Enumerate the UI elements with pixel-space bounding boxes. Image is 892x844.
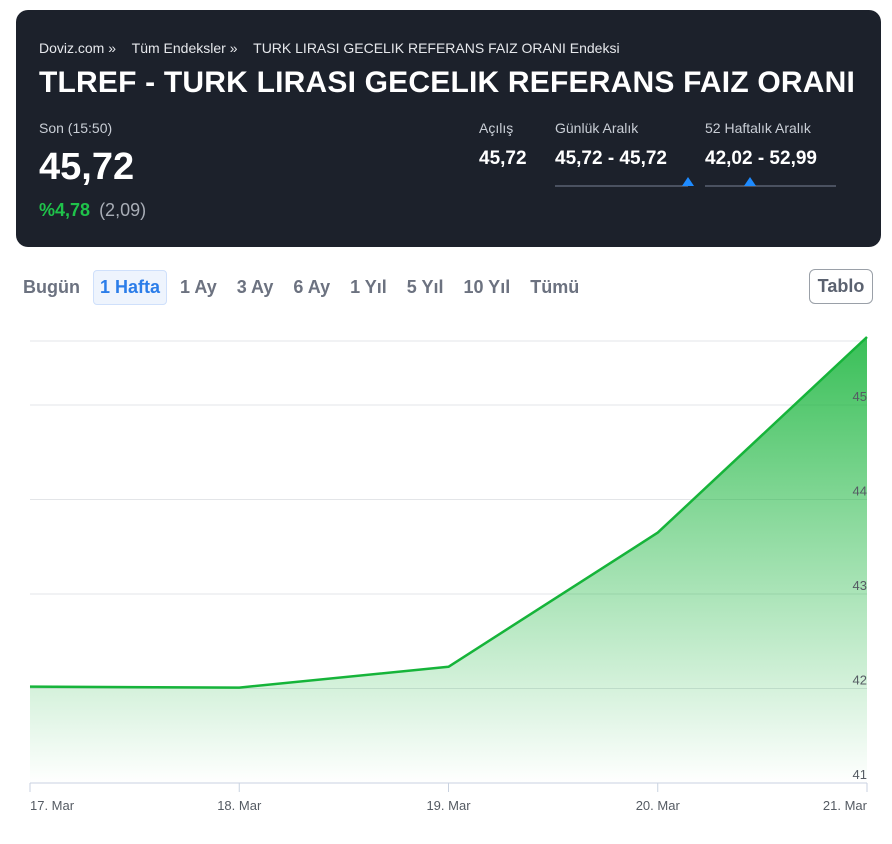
y-tick-label: 44 [853, 484, 867, 499]
change-info: %4,78 (2,09) [39, 200, 146, 221]
daily-range-marker-icon [682, 177, 694, 186]
table-view-button[interactable]: Tablo [809, 269, 873, 304]
tab-6-months[interactable]: 6 Ay [293, 276, 331, 297]
week52-range-stat: 52 Haftalık Aralık 42,02 - 52,99 [705, 120, 817, 170]
tab-3-months[interactable]: 3 Ay [236, 276, 274, 297]
area-fill [30, 337, 867, 783]
chart-axis: 41 42 43 44 45 17. Mar 18. Mar 19. Mar 20. Mar 21… [29, 389, 868, 813]
tab-5-years[interactable]: 5 Yıl [406, 276, 444, 297]
y-tick-label: 41 [853, 767, 867, 782]
tab-today[interactable]: Bugün [23, 276, 80, 297]
chart-area [29, 336, 868, 783]
x-tick-label: 17. Mar [30, 798, 75, 813]
week52-range-value: 42,02 - 52,99 [705, 148, 817, 169]
daily-range-label: Günlük Aralık [555, 120, 639, 136]
daily-range-stat: Günlük Aralık 45,72 - 45,72 [555, 120, 667, 170]
open-stat: Açılış 45,72 [479, 120, 527, 170]
y-tick-label: 45 [853, 389, 867, 404]
tab-all[interactable]: Tümü [530, 276, 580, 297]
breadcrumb-current: TURK LIRASI GECELIK REFERANS FAIZ ORANI … [253, 40, 620, 56]
tab-1-month[interactable]: 1 Ay [180, 276, 217, 297]
y-tick-label: 43 [853, 578, 867, 593]
tab-1-week[interactable]: 1 Hafta [92, 269, 168, 305]
week52-range-label: 52 Haftalık Aralık [705, 120, 811, 136]
tab-10-years[interactable]: 10 Yıl [463, 276, 511, 297]
x-tick-label: 18. Mar [217, 798, 262, 813]
last-price-value: 45,72 [39, 146, 135, 188]
x-tick-label: 20. Mar [636, 798, 681, 813]
tab-1-year[interactable]: 1 Yıl [350, 276, 387, 297]
page-title: TLREF - TURK LIRASI GECELIK REFERANS FAI… [39, 66, 856, 99]
price-chart-svg: 41 42 43 44 45 17. Mar 18. Mar 19. Mar 20. Mar 21… [29, 336, 868, 813]
open-label: Açılış [479, 120, 514, 136]
breadcrumb-home[interactable]: Doviz.com » [39, 40, 117, 56]
period-tabs: Bugün 1 Hafta 1 Ay 3 Ay 6 Ay 1 Yıl 5 Yıl… [16, 269, 592, 305]
quote-header: Doviz.com » Tüm Endeksler » TURK LIRASI … [16, 10, 881, 247]
week52-range-marker-icon [743, 177, 756, 186]
change-percent: %4,78 [39, 200, 91, 220]
daily-range-bar [555, 177, 694, 187]
price-chart: 41 42 43 44 45 17. Mar 18. Mar 19. Mar 20. Mar 21… [0, 320, 892, 844]
change-absolute: (2,09) [99, 200, 147, 220]
x-tick-label: 21. Mar [823, 798, 868, 813]
open-value: 45,72 [479, 148, 527, 169]
last-price-label: Son (15:50) [39, 120, 113, 136]
daily-range-value: 45,72 - 45,72 [555, 148, 667, 169]
breadcrumb-indices[interactable]: Tüm Endeksler » [131, 40, 238, 56]
week52-range-bar [705, 177, 836, 187]
breadcrumb: Doviz.com » Tüm Endeksler » TURK LIRASI … [39, 40, 632, 56]
x-tick-label: 19. Mar [426, 798, 471, 813]
y-tick-label: 42 [853, 673, 867, 688]
